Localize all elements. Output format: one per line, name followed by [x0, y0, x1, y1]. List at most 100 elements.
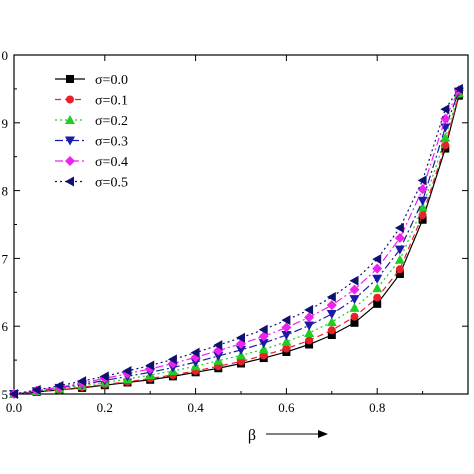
data-point: [190, 347, 200, 358]
data-point: [394, 254, 405, 264]
legend-label: σ=0.3: [95, 135, 128, 150]
data-point: [304, 304, 314, 315]
data-point: [326, 309, 337, 319]
data-point: [31, 384, 41, 395]
x-tick-label: 0.2: [97, 400, 113, 415]
legend-label: σ=0.0: [95, 73, 128, 88]
data-point: [418, 211, 427, 220]
data-point: [372, 263, 383, 274]
legend-marker: [65, 176, 74, 187]
data-point: [258, 324, 268, 335]
data-point: [417, 196, 428, 206]
data-point: [326, 292, 336, 303]
data-point: [326, 300, 337, 311]
x-tick-label: 0.0: [6, 400, 22, 415]
data-point: [394, 233, 405, 244]
legend-marker: [65, 115, 75, 124]
data-point: [417, 202, 428, 212]
series-4: [9, 85, 464, 399]
data-point: [395, 269, 404, 278]
data-point: [440, 132, 451, 142]
data-point: [259, 351, 268, 360]
data-point: [395, 265, 404, 274]
data-point: [213, 352, 224, 362]
y-tick-label: 9: [2, 116, 9, 131]
x-tick-label: 0.8: [369, 400, 385, 415]
data-point: [372, 283, 383, 293]
data-point: [237, 357, 245, 366]
data-point: [417, 184, 428, 195]
data-point: [349, 302, 360, 312]
data-point: [372, 274, 383, 284]
legend-entry-5: σ=0.5: [55, 176, 128, 191]
data-point: [305, 336, 314, 345]
series-layer: [9, 83, 464, 399]
data-point: [213, 340, 223, 351]
data-point: [349, 275, 359, 286]
data-point: [190, 358, 201, 368]
legend-entry-2: σ=0.2: [55, 114, 128, 129]
data-point: [394, 245, 405, 255]
data-point: [305, 340, 314, 349]
data-point: [350, 312, 359, 321]
data-point: [349, 284, 360, 295]
legend-label: σ=0.1: [95, 94, 128, 109]
series-line: [13, 88, 460, 395]
legend-label: σ=0.5: [95, 176, 128, 191]
series-line: [13, 94, 460, 395]
data-point: [440, 104, 450, 115]
data-point: [54, 380, 64, 391]
y-tick-label: 0: [2, 48, 9, 63]
x-axis-arrow: [266, 430, 328, 438]
series-line: [13, 91, 460, 395]
legend-label: σ=0.4: [95, 155, 128, 170]
axis-labels: β: [248, 427, 328, 444]
data-point: [258, 344, 269, 354]
data-point: [9, 389, 18, 399]
legend: σ=0.0 σ=0.1 σ=0.2 σ=0.3 σ=0.4 σ=0.5: [55, 73, 128, 191]
data-point: [258, 331, 269, 342]
data-point: [145, 360, 155, 371]
data-point: [77, 376, 87, 387]
data-point: [304, 321, 315, 331]
data-point: [236, 345, 246, 355]
legend-marker: [65, 136, 75, 146]
x-axis-label: β: [248, 427, 256, 444]
legend-marker: [65, 156, 75, 166]
data-point: [417, 175, 427, 186]
y-tick-label: 7: [2, 251, 9, 266]
legend-label: σ=0.2: [95, 114, 128, 129]
data-point: [394, 222, 404, 233]
data-point: [167, 354, 177, 365]
data-point: [327, 326, 336, 335]
data-point: [453, 83, 463, 94]
y-tick-label: 8: [2, 184, 9, 199]
data-point: [281, 315, 291, 326]
data-point: [304, 312, 315, 323]
series-line: [13, 89, 460, 395]
legend-entry-0: σ=0.0: [55, 73, 128, 88]
x-tick-label: 0.4: [187, 400, 204, 415]
series-line: [13, 95, 460, 395]
y-tick-label: 6: [2, 319, 9, 334]
data-point: [350, 318, 359, 327]
series-5: [9, 83, 463, 399]
legend-entry-4: σ=0.4: [55, 155, 128, 170]
data-point: [418, 215, 427, 224]
data-point: [349, 295, 360, 305]
axes-layer: 0.0 0.2 0.4 0.6 0.8 5 6 7 8 9 0: [2, 48, 469, 415]
data-point: [281, 331, 292, 341]
data-point: [258, 339, 269, 349]
data-point: [373, 299, 382, 308]
data-point: [281, 336, 292, 346]
legend-marker: [66, 75, 74, 83]
data-point: [327, 331, 336, 340]
series-line: [13, 92, 460, 395]
x-tick-label: 0.6: [278, 400, 295, 415]
data-point: [372, 254, 382, 265]
data-point: [99, 371, 109, 382]
legend-entry-1: σ=0.1: [55, 94, 128, 109]
data-point: [282, 344, 291, 353]
data-point: [281, 322, 292, 333]
